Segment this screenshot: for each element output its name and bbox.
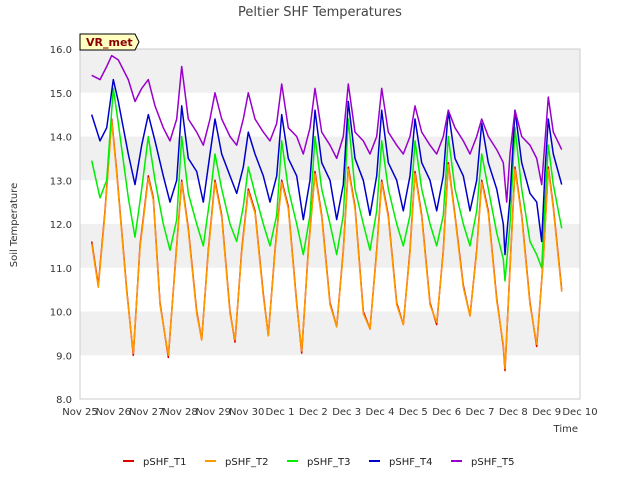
y-tick-label: 8.0 <box>56 395 72 406</box>
y-tick-label: 11.0 <box>50 264 72 275</box>
y-axis-ticks: 8.0 9.0 10.0 11.0 12.0 13.0 14.0 15.0 16.0 <box>50 45 72 406</box>
series-line-pSHF_T5 <box>91 54 563 203</box>
legend-label: pSHF_T2 <box>225 457 268 468</box>
legend-label: pSHF_T1 <box>143 457 186 468</box>
x-tick-label: Nov 26 <box>96 407 131 418</box>
y-tick-label: 12.0 <box>50 220 72 231</box>
series-lines <box>90 54 563 372</box>
y-tick-label: 13.0 <box>50 176 72 187</box>
vr-met-badge: VR_met <box>79 33 140 51</box>
badge-label: VR_met <box>86 36 133 49</box>
x-tick-label: Dec 5 <box>399 407 428 418</box>
x-tick-label: Nov 29 <box>196 407 231 418</box>
series-line-pSHF_T4 <box>90 78 563 256</box>
x-axis-label: Time <box>553 424 578 435</box>
x-tick-label: Dec 4 <box>366 407 395 418</box>
x-tick-label: Dec 6 <box>432 407 461 418</box>
y-tick-label: 15.0 <box>50 89 72 100</box>
y-axis-label: Soil Temperature <box>9 183 20 268</box>
x-tick-label: Nov 27 <box>129 407 164 418</box>
x-tick-label: Dec 8 <box>499 407 528 418</box>
legend-label: pSHF_T3 <box>307 457 350 468</box>
series-line-pSHF_T3 <box>90 87 563 282</box>
series-line-pSHF_T2 <box>90 120 563 370</box>
x-tick-label: Dec 2 <box>299 407 328 418</box>
y-tick-label: 10.0 <box>50 308 72 319</box>
badge-box <box>79 33 140 51</box>
x-tick-label: Dec 10 <box>562 407 597 418</box>
plot-border <box>79 48 581 400</box>
chart-title: Peltier SHF Temperatures <box>238 5 402 20</box>
x-tick-label: Nov 30 <box>229 407 264 418</box>
x-tick-label: Dec 1 <box>266 407 295 418</box>
y-tick-label: 9.0 <box>56 351 72 362</box>
y-tick-label: 16.0 <box>50 45 72 56</box>
y-tick-label: 14.0 <box>50 133 72 144</box>
x-tick-label: Dec 7 <box>466 407 495 418</box>
legend-label: pSHF_T4 <box>389 457 432 468</box>
x-tick-label: Nov 25 <box>62 407 97 418</box>
legend: pSHF_T1 pSHF_T2 pSHF_T3 pSHF_T4 pSHF_T5 <box>123 457 514 468</box>
grid-band <box>80 49 580 93</box>
x-tick-label: Dec 3 <box>332 407 361 418</box>
x-tick-label: Dec 9 <box>532 407 561 418</box>
x-tick-label: Nov 28 <box>162 407 197 418</box>
legend-label: pSHF_T5 <box>471 457 514 468</box>
grid-band <box>80 311 580 356</box>
